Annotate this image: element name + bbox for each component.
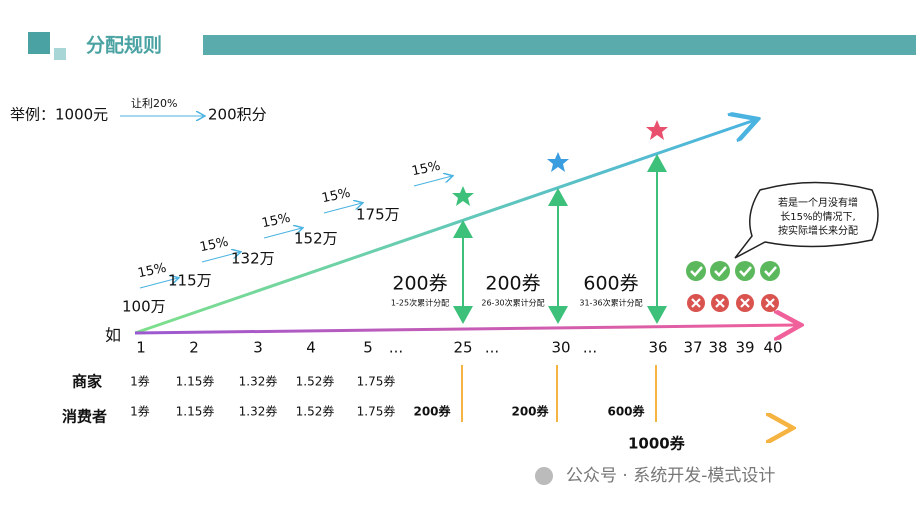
watermark-icon — [535, 467, 553, 485]
rate-arrow — [323, 203, 362, 214]
cell: 1券 — [130, 374, 150, 389]
check-icon — [764, 266, 777, 277]
total: 1000券 — [628, 435, 686, 453]
axis-tick: 2 — [189, 339, 199, 357]
example-label: 让利20% — [131, 97, 177, 110]
cell: 1.52券 — [296, 374, 335, 389]
rate: 15% — [198, 235, 229, 256]
cell: 1.15券 — [176, 404, 215, 419]
rate-arrow — [263, 228, 302, 239]
star — [452, 186, 474, 206]
callout-bubble — [734, 181, 879, 259]
allocation-amount: 200券 — [392, 273, 447, 295]
axis-tick: 25 — [453, 339, 472, 357]
axis-prefix: 如 — [105, 326, 121, 345]
title: 分配规则 — [86, 34, 162, 57]
cross-icon — [715, 298, 725, 308]
amount: 115万 — [168, 272, 212, 290]
axis-tick: 40 — [763, 339, 782, 357]
check-icon — [714, 266, 727, 277]
axis-tick: 37 — [683, 339, 702, 357]
watermark: 公众号 · 系统开发-模式设计 — [566, 466, 775, 486]
callout-text: 若是一个月没有增 — [778, 196, 858, 209]
check-icon — [760, 261, 780, 281]
cell: 200券 — [511, 404, 549, 419]
amount: 100万 — [122, 298, 166, 316]
rate-arrow — [201, 252, 240, 263]
cell: 1券 — [130, 404, 150, 419]
check-icon — [690, 266, 703, 277]
example-left: 举例：1000元 — [10, 106, 108, 124]
cell: 1.32券 — [239, 404, 278, 419]
cross-icon — [765, 298, 775, 308]
allocation-note: 31-36次累计分配 — [579, 298, 642, 308]
axis-tick: ... — [485, 339, 499, 357]
cell: 1.75券 — [357, 374, 396, 389]
check-icon — [686, 261, 706, 281]
row-label: 消费者 — [62, 408, 107, 426]
amount: 152万 — [294, 230, 338, 248]
check-icon — [710, 261, 730, 281]
axis-tick: 4 — [306, 339, 316, 357]
axis-tick: ... — [389, 339, 403, 357]
cell: 1.15券 — [176, 374, 215, 389]
allocation-note: 26-30次累计分配 — [481, 298, 544, 308]
allocation-amount: 200券 — [485, 273, 540, 295]
cross-icon — [740, 298, 750, 308]
amount: 132万 — [231, 250, 275, 268]
star — [646, 120, 668, 140]
rate: 15% — [410, 159, 441, 180]
callout-text: 按实际增长来分配 — [778, 224, 858, 237]
rate: 15% — [320, 186, 351, 207]
axis-line — [134, 325, 798, 333]
axis-tick: 38 — [708, 339, 727, 357]
header-bar — [203, 35, 916, 55]
example-right: 200积分 — [208, 106, 267, 124]
allocation-amount: 600券 — [583, 273, 638, 295]
star — [547, 152, 569, 172]
axis-tick: 39 — [735, 339, 754, 357]
axis-tick: 1 — [136, 339, 146, 357]
check-icon — [739, 266, 752, 277]
header-icon — [28, 32, 50, 54]
check-icon — [735, 261, 755, 281]
axis-tick: ... — [583, 339, 597, 357]
cross-icon — [691, 298, 701, 308]
cell: 1.75券 — [357, 404, 396, 419]
allocation-note: 1-25次累计分配 — [391, 298, 449, 308]
rate: 15% — [136, 261, 167, 282]
cell: 600券 — [607, 404, 645, 419]
callout-text: 长15%的情况下, — [780, 210, 855, 223]
axis-tick: 30 — [551, 339, 570, 357]
row-label: 商家 — [72, 373, 102, 391]
rate: 15% — [260, 211, 291, 232]
rate-arrow — [413, 176, 452, 187]
stars — [452, 120, 668, 206]
cell: 1.52券 — [296, 404, 335, 419]
axis-tick: 3 — [253, 339, 263, 357]
cell: 200券 — [413, 404, 451, 419]
amount: 175万 — [356, 206, 400, 224]
cell: 1.32券 — [239, 374, 278, 389]
rate-arrow — [139, 278, 178, 289]
axis-tick: 36 — [648, 339, 667, 357]
header-icon — [54, 48, 66, 60]
axis-tick: 5 — [363, 339, 373, 357]
